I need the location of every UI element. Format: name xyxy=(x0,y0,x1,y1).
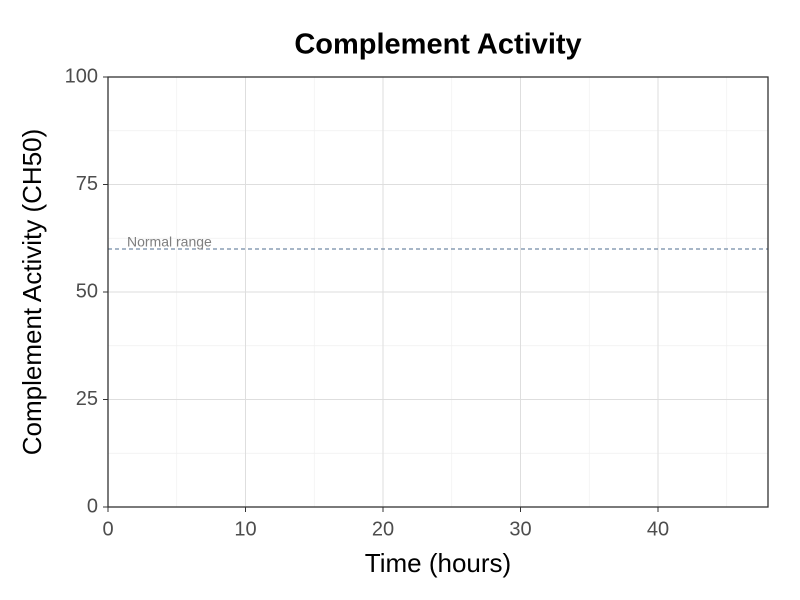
x-tick-label: 0 xyxy=(102,518,113,540)
y-tick-label: 75 xyxy=(76,173,98,195)
plot-border xyxy=(107,76,769,508)
y-axis-label: Complement Activity (CH50) xyxy=(17,129,47,456)
x-tick-label: 30 xyxy=(509,518,531,540)
x-tick-label: 10 xyxy=(234,518,256,540)
x-axis-label: Time (hours) xyxy=(365,548,511,578)
chart-title: Complement Activity xyxy=(294,29,581,61)
y-tick-label: 0 xyxy=(87,495,98,517)
x-tick-label: 20 xyxy=(372,518,394,540)
y-tick-label: 100 xyxy=(65,65,98,87)
y-tick-label: 50 xyxy=(76,280,98,302)
x-tick-label: 40 xyxy=(647,518,669,540)
y-tick-label: 25 xyxy=(76,388,98,410)
reference-label: Normal range xyxy=(127,234,212,250)
